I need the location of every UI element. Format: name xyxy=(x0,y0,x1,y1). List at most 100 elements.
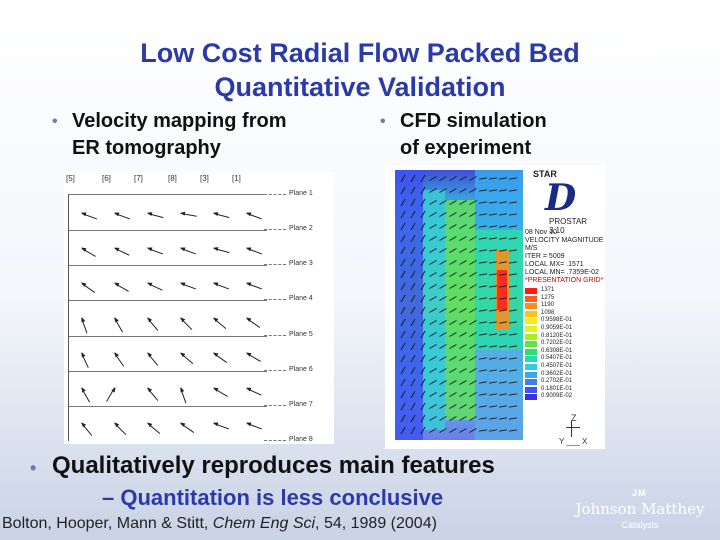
scale-entry: 0.6308E-01 xyxy=(525,348,605,356)
scale-swatch xyxy=(525,333,537,340)
velocity-arrow-icon xyxy=(179,423,194,434)
cfd-vector-icon xyxy=(449,428,457,433)
scale-entry: 1275 xyxy=(525,295,605,303)
plane-label: Plane 7 xyxy=(289,400,313,408)
grid-row-divider xyxy=(69,230,267,232)
scale-label: 0.6308E-01 xyxy=(541,347,573,354)
plane-label: Plane 2 xyxy=(289,225,313,233)
bullet-text-line-1: CFD simulation xyxy=(400,110,547,132)
bullet-dot-icon: • xyxy=(30,458,37,478)
cfd-simulation-figure: STAR D PROSTAR 3.10 08 Nov 10 VELOCITY M… xyxy=(385,165,605,449)
scale-entry: 0.9598E-01 xyxy=(525,317,605,325)
velocity-arrow-icon xyxy=(146,388,158,402)
column-header: [6] xyxy=(102,174,111,183)
scale-entry: 1371 xyxy=(525,287,605,295)
citation-details: , 54, 1989 (2004) xyxy=(315,515,437,532)
grid-row-divider xyxy=(69,335,267,337)
velocity-arrow-icon xyxy=(246,212,262,219)
title-line-1: Low Cost Radial Flow Packed Bed xyxy=(140,38,580,68)
axis-yx-label: Y ___ X xyxy=(559,437,588,446)
scale-entry: 0.4507E-01 xyxy=(525,363,605,371)
plane-dash-line xyxy=(264,404,286,406)
bullet-dot-icon: • xyxy=(52,113,58,130)
scale-swatch xyxy=(525,356,537,363)
cfd-vector-icon xyxy=(459,428,467,433)
scale-swatch xyxy=(525,394,537,401)
plane-label: Plane 1 xyxy=(289,190,313,197)
bullet-text-line-1: Velocity mapping from xyxy=(72,110,287,132)
velocity-arrow-icon xyxy=(212,353,227,364)
scale-label: 1371 xyxy=(541,287,555,293)
johnson-matthey-logo: JM Johnson Matthey Catalysts xyxy=(560,488,720,536)
velocity-arrow-icon xyxy=(147,247,163,255)
bullet-text-line-2: ER tomography xyxy=(72,137,221,159)
velocity-arrow-icon xyxy=(114,282,129,292)
cfd-velocity-field xyxy=(395,170,523,440)
velocity-arrow-icon xyxy=(180,247,196,255)
cfd-vector-icon xyxy=(449,176,457,181)
star-cd-logo: STAR D PROSTAR 3.10 xyxy=(533,169,603,235)
grid-row-divider xyxy=(69,405,267,407)
velocity-arrow-icon xyxy=(180,282,196,290)
scale-label: 0.1801E-01 xyxy=(541,385,573,392)
cfd-info-line: M/S xyxy=(525,245,538,252)
scale-swatch xyxy=(525,288,537,294)
velocity-arrow-icon xyxy=(147,212,163,218)
scale-entry: 0.9009E-02 xyxy=(525,393,605,401)
scale-entry: 0.5407E-01 xyxy=(525,355,605,363)
scale-label: 0.7202E-01 xyxy=(541,340,573,347)
scale-swatch xyxy=(525,379,537,386)
cfd-info-grid-label: *PRESENTATION GRID* xyxy=(525,277,604,284)
scale-label: 1098 xyxy=(541,309,555,316)
plane-label: Plane 4 xyxy=(289,295,313,303)
cfd-info-line: VELOCITY MAGNITUDE xyxy=(525,237,604,244)
velocity-arrow-icon xyxy=(80,353,89,369)
velocity-arrow-icon xyxy=(81,247,96,257)
star-text: STAR xyxy=(533,169,557,179)
velocity-arrow-icon xyxy=(105,387,115,403)
scale-swatch xyxy=(525,386,537,393)
cfd-vector-icon xyxy=(459,188,467,193)
velocity-arrow-icon xyxy=(179,353,193,365)
scale-entry: 0.9059E-01 xyxy=(525,325,605,333)
plane-dash-line xyxy=(264,299,286,301)
scale-label: 1275 xyxy=(541,294,555,301)
logo-company-name: Johnson Matthey xyxy=(575,500,705,518)
scale-swatch xyxy=(525,318,537,325)
plane-dash-line xyxy=(264,229,286,231)
plane-label: Plane 3 xyxy=(289,260,313,268)
slide-title: Low Cost Radial Flow Packed Bed Quantita… xyxy=(60,36,660,104)
scale-label: 1190 xyxy=(541,302,554,309)
velocity-arrow-icon xyxy=(114,247,130,256)
velocity-arrow-icon xyxy=(146,423,160,435)
velocity-map-figure: [5] [6] [7] [8] [3] [1] Plane 1 Plane 2 Pl… xyxy=(64,172,334,444)
scale-swatch xyxy=(525,363,537,370)
scale-label: 0.9598E-01 xyxy=(541,317,573,324)
plane-label: Plane 5 xyxy=(289,330,313,338)
cfd-contour-band xyxy=(395,170,423,440)
velocity-arrow-icon xyxy=(114,212,130,219)
bullet-velocity-mapping: • Velocity mapping from ER tomography xyxy=(52,108,352,162)
cfd-vector-icon xyxy=(449,188,457,193)
column-header: [8] xyxy=(168,174,177,183)
bullet-dot-icon: • xyxy=(380,113,386,130)
bullet-text: Qualitatively reproduces main features xyxy=(52,452,495,479)
jm-badge: JM xyxy=(632,488,647,498)
scale-swatch xyxy=(525,348,537,355)
velocity-arrow-icon xyxy=(81,212,97,219)
plane-label: Plane 6 xyxy=(289,365,313,373)
velocity-arrow-icon xyxy=(179,388,186,404)
axis-z-line xyxy=(571,421,572,437)
plane-dash-line xyxy=(264,369,286,371)
cfd-vector-icon xyxy=(429,176,437,181)
velocity-arrow-icon xyxy=(246,247,262,255)
velocity-arrow-icon xyxy=(213,388,228,398)
velocity-arrow-icon xyxy=(113,423,126,436)
column-header: [5] xyxy=(66,174,75,183)
velocity-arrow-icon xyxy=(80,318,87,334)
velocity-arrow-icon xyxy=(113,353,124,367)
cfd-contour-band xyxy=(475,170,523,230)
column-header: [7] xyxy=(134,174,143,183)
axis-x-line xyxy=(566,427,580,428)
prostar-version: PROSTAR 3.10 xyxy=(549,217,588,235)
